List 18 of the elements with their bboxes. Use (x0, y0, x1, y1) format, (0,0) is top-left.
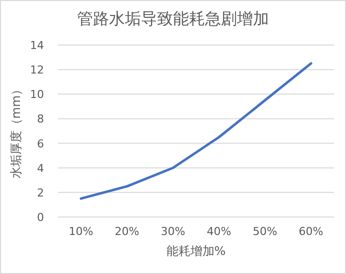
y-tick-label: 4 (37, 162, 44, 175)
chart-title: 管路水垢导致能耗急剧增加 (77, 9, 269, 28)
x-tick-label: 50% (252, 225, 278, 238)
y-tick-label: 12 (30, 64, 44, 77)
x-tick-label: 20% (114, 225, 140, 238)
y-tick-label: 6 (37, 137, 44, 150)
y-tick-label: 2 (37, 186, 44, 200)
y-tick-label: 10 (30, 88, 44, 102)
x-tick-label: 30% (160, 225, 186, 238)
y-tick-label: 8 (37, 112, 44, 126)
x-tick-label: 40% (206, 225, 232, 238)
x-tick-label: 10% (68, 225, 94, 238)
y-tick-label: 14 (30, 39, 44, 52)
x-axis-title: 能耗增加% (166, 244, 226, 258)
y-axis-title: 水垢厚度（mm） (9, 83, 23, 179)
x-tick-label: 60% (298, 225, 324, 238)
y-tick-label: 0 (37, 211, 44, 224)
line-series (80, 62, 312, 200)
